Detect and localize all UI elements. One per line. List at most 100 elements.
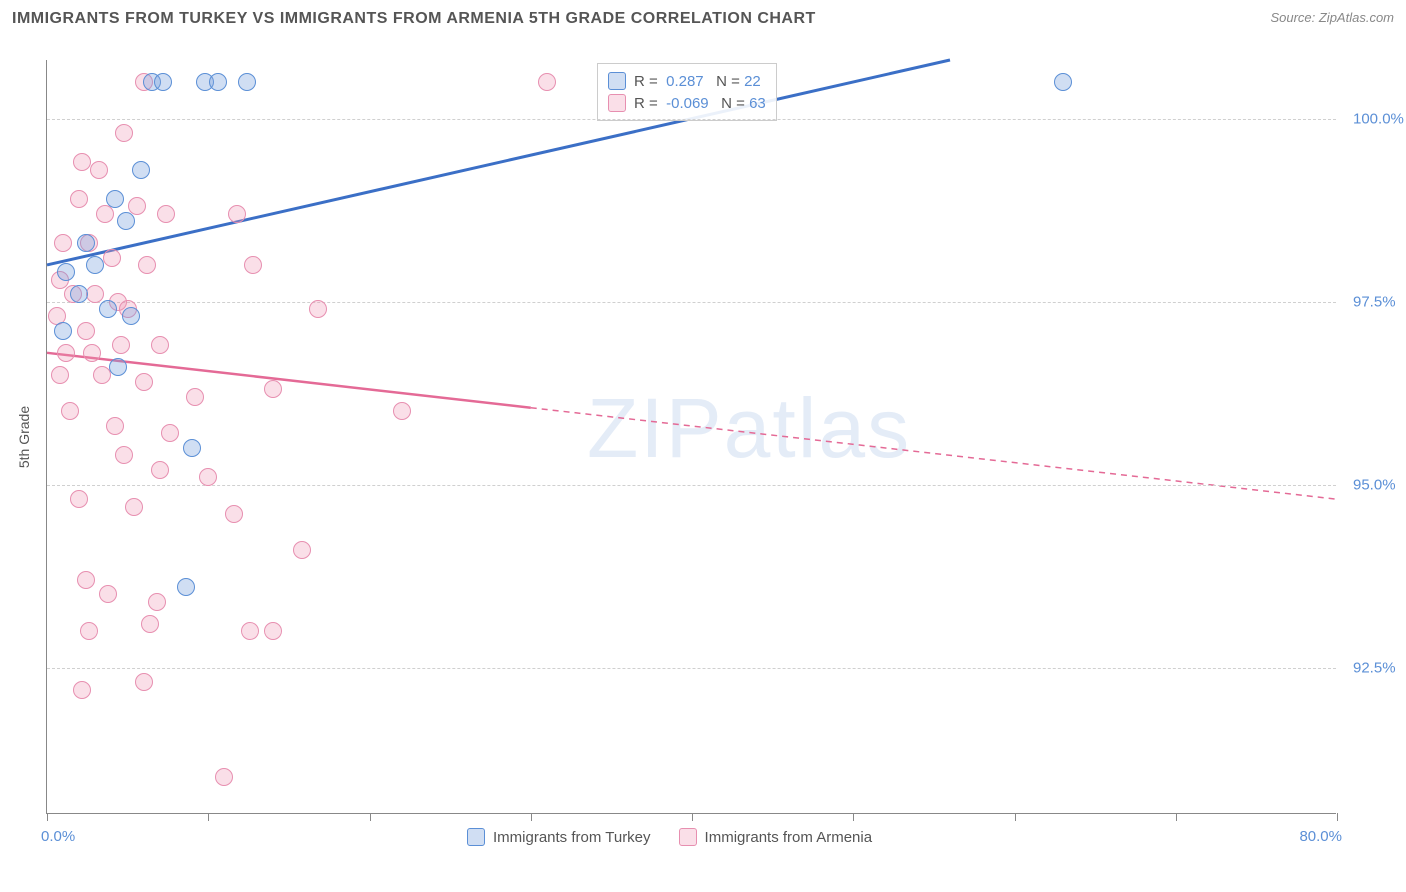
scatter-point bbox=[106, 417, 124, 435]
gridline-horizontal bbox=[47, 119, 1336, 120]
gridline-horizontal bbox=[47, 302, 1336, 303]
y-tick-label: 95.0% bbox=[1353, 476, 1396, 493]
chart-title: IMMIGRANTS FROM TURKEY VS IMMIGRANTS FRO… bbox=[12, 10, 816, 28]
scatter-point bbox=[209, 73, 227, 91]
scatter-point bbox=[83, 344, 101, 362]
scatter-point bbox=[57, 263, 75, 281]
x-label-min: 0.0% bbox=[41, 828, 75, 845]
stats-legend: R = 0.287 N = 22 R = -0.069 N = 63 bbox=[597, 63, 777, 121]
scatter-point bbox=[199, 468, 217, 486]
scatter-point bbox=[538, 73, 556, 91]
scatter-point bbox=[122, 307, 140, 325]
scatter-point bbox=[161, 424, 179, 442]
gridline-horizontal bbox=[47, 668, 1336, 669]
scatter-point bbox=[154, 73, 172, 91]
scatter-point bbox=[148, 593, 166, 611]
x-tick bbox=[1337, 813, 1338, 821]
y-tick-label: 92.5% bbox=[1353, 659, 1396, 676]
plot-area: ZIPatlas R = 0.287 N = 22 R = -0.069 N = … bbox=[46, 60, 1336, 814]
scatter-point bbox=[99, 300, 117, 318]
trend-line bbox=[47, 60, 950, 265]
scatter-point bbox=[77, 571, 95, 589]
scatter-point bbox=[77, 234, 95, 252]
scatter-point bbox=[225, 505, 243, 523]
y-tick-label: 100.0% bbox=[1353, 110, 1404, 127]
x-label-max: 80.0% bbox=[1299, 828, 1342, 845]
scatter-point bbox=[115, 446, 133, 464]
scatter-point bbox=[151, 461, 169, 479]
watermark-text: ZIPatlas bbox=[587, 380, 911, 477]
stats-text: R = 0.287 N = 22 bbox=[634, 73, 761, 90]
scatter-point bbox=[393, 402, 411, 420]
scatter-point bbox=[70, 190, 88, 208]
scatter-point bbox=[106, 190, 124, 208]
scatter-point bbox=[215, 768, 233, 786]
scatter-point bbox=[61, 402, 79, 420]
scatter-point bbox=[264, 380, 282, 398]
blue-swatch-icon bbox=[608, 72, 626, 90]
series-legend-label: Immigrants from Turkey bbox=[493, 829, 651, 846]
scatter-point bbox=[293, 541, 311, 559]
x-tick bbox=[47, 813, 48, 821]
series-legend-item: Immigrants from Armenia bbox=[679, 828, 873, 846]
x-tick bbox=[1176, 813, 1177, 821]
scatter-point bbox=[264, 622, 282, 640]
stats-legend-row: R = -0.069 N = 63 bbox=[608, 92, 766, 114]
scatter-point bbox=[99, 585, 117, 603]
scatter-point bbox=[183, 439, 201, 457]
stats-legend-row: R = 0.287 N = 22 bbox=[608, 70, 766, 92]
scatter-point bbox=[117, 212, 135, 230]
scatter-point bbox=[51, 366, 69, 384]
scatter-point bbox=[57, 344, 75, 362]
trend-lines bbox=[47, 60, 1336, 813]
scatter-point bbox=[109, 358, 127, 376]
scatter-point bbox=[70, 285, 88, 303]
scatter-point bbox=[90, 161, 108, 179]
scatter-point bbox=[80, 622, 98, 640]
x-tick bbox=[853, 813, 854, 821]
header-bar: IMMIGRANTS FROM TURKEY VS IMMIGRANTS FRO… bbox=[12, 10, 1394, 28]
series-legend-item: Immigrants from Turkey bbox=[467, 828, 651, 846]
stats-text: R = -0.069 N = 63 bbox=[634, 95, 766, 112]
scatter-point bbox=[86, 285, 104, 303]
scatter-point bbox=[309, 300, 327, 318]
scatter-point bbox=[228, 205, 246, 223]
scatter-point bbox=[238, 73, 256, 91]
y-axis-title: 5th Grade bbox=[16, 406, 32, 468]
scatter-point bbox=[151, 336, 169, 354]
scatter-point bbox=[54, 322, 72, 340]
pink-swatch-icon bbox=[608, 94, 626, 112]
x-tick bbox=[531, 813, 532, 821]
series-legend: Immigrants from Turkey Immigrants from Ar… bbox=[467, 828, 872, 846]
x-tick bbox=[370, 813, 371, 821]
source-label: Source: ZipAtlas.com bbox=[1270, 10, 1394, 25]
x-tick bbox=[692, 813, 693, 821]
blue-swatch-icon bbox=[467, 828, 485, 846]
pink-swatch-icon bbox=[679, 828, 697, 846]
gridline-horizontal bbox=[47, 485, 1336, 486]
scatter-point bbox=[244, 256, 262, 274]
scatter-point bbox=[115, 124, 133, 142]
series-legend-label: Immigrants from Armenia bbox=[705, 829, 873, 846]
scatter-point bbox=[141, 615, 159, 633]
scatter-point bbox=[135, 673, 153, 691]
scatter-point bbox=[73, 681, 91, 699]
scatter-point bbox=[135, 373, 153, 391]
scatter-point bbox=[125, 498, 143, 516]
scatter-point bbox=[132, 161, 150, 179]
scatter-point bbox=[70, 490, 88, 508]
scatter-point bbox=[138, 256, 156, 274]
x-tick bbox=[1015, 813, 1016, 821]
scatter-point bbox=[112, 336, 130, 354]
y-tick-label: 97.5% bbox=[1353, 293, 1396, 310]
scatter-point bbox=[86, 256, 104, 274]
scatter-point bbox=[103, 249, 121, 267]
scatter-point bbox=[54, 234, 72, 252]
scatter-point bbox=[177, 578, 195, 596]
scatter-point bbox=[241, 622, 259, 640]
x-tick bbox=[208, 813, 209, 821]
scatter-point bbox=[1054, 73, 1072, 91]
scatter-point bbox=[77, 322, 95, 340]
scatter-point bbox=[157, 205, 175, 223]
scatter-point bbox=[186, 388, 204, 406]
